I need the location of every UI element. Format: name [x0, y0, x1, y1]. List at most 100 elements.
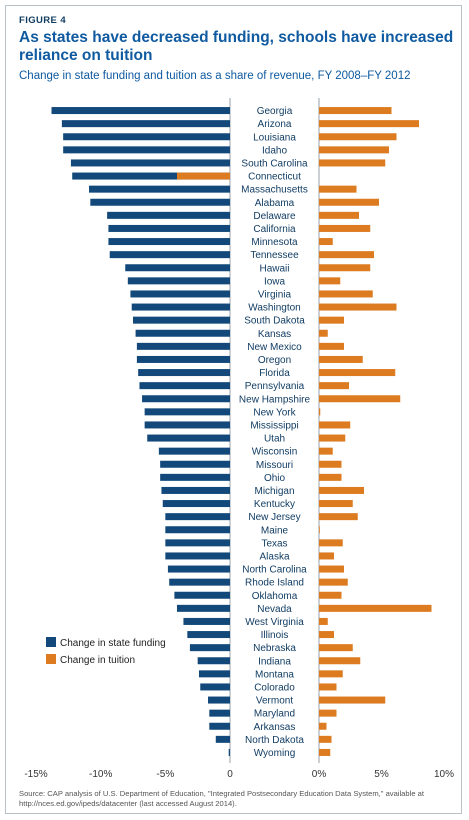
x-tick-label: 10% [434, 769, 454, 780]
tuition-bar [319, 421, 351, 429]
tuition-bar [319, 329, 328, 337]
state-funding-bar [198, 670, 230, 678]
tuition-bar [319, 604, 432, 612]
state-label: Arkansas [254, 722, 296, 733]
x-tick-label: 0% [312, 769, 327, 780]
state-label: Wisconsin [252, 447, 298, 458]
tuition-bar [319, 591, 342, 599]
state-label: Alabama [255, 198, 295, 209]
tuition-bar [319, 316, 344, 324]
state-funding-bar [147, 434, 230, 442]
state-label: Vermont [256, 696, 293, 707]
tuition-bar [319, 631, 334, 639]
state-funding-bar [135, 329, 230, 337]
x-tick-label: -5% [156, 769, 174, 780]
state-label: Hawaii [259, 263, 289, 274]
state-funding-bar [72, 172, 230, 180]
tuition-bar [319, 617, 328, 625]
x-tick-label: 0 [227, 769, 233, 780]
state-label: New Jersey [248, 512, 300, 523]
tuition-bar [319, 657, 361, 665]
state-funding-bar [142, 395, 230, 403]
state-funding-bar [125, 264, 230, 272]
bar-chart: Georgia Arizona Louisiana Idaho South Caroli… [24, 98, 454, 780]
state-funding-bar [169, 578, 230, 586]
state-label: Minnesota [251, 237, 298, 248]
state-funding-bar [107, 211, 230, 219]
state-funding-bar [108, 238, 230, 246]
state-label: Maine [261, 525, 289, 536]
state-funding-bar [161, 486, 230, 494]
state-label: South Carolina [241, 158, 308, 169]
tuition-bar [319, 709, 337, 717]
legend-swatch [46, 637, 56, 647]
state-label: Connecticut [248, 172, 301, 183]
tuition-bar [319, 447, 333, 455]
state-label: Maryland [254, 709, 295, 720]
state-label: Iowa [264, 276, 286, 287]
state-funding-bar [183, 617, 230, 625]
source-note: Source: CAP analysis of U.S. Department … [19, 789, 424, 808]
chart-area: Georgia Arizona Louisiana Idaho South Caroli… [19, 94, 462, 782]
state-label: Utah [264, 434, 285, 445]
state-funding-bar [228, 748, 230, 756]
state-funding-bar [160, 473, 230, 481]
tuition-bar [319, 238, 333, 246]
tuition-bar [319, 133, 397, 141]
tuition-bar [319, 722, 327, 730]
state-label: Texas [261, 538, 287, 549]
state-label: Mississippi [250, 420, 298, 431]
state-label: Louisiana [253, 132, 296, 143]
tuition-bar [319, 434, 346, 442]
state-funding-bar [127, 277, 230, 285]
state-label: Michigan [254, 486, 294, 497]
state-funding-bar [208, 696, 230, 704]
state-label: South Dakota [244, 316, 305, 327]
tuition-bar [319, 670, 343, 678]
x-tick-label: 5% [374, 769, 389, 780]
state-funding-bar [136, 342, 230, 350]
state-funding-bar [162, 500, 230, 508]
figure-label: FIGURE 4 [19, 15, 67, 26]
state-funding-bar [108, 224, 230, 232]
state-funding-bar [133, 316, 230, 324]
state-funding-bar [160, 460, 230, 468]
tuition-bar [319, 565, 344, 573]
state-label: Kentucky [254, 499, 295, 510]
state-funding-bar [63, 133, 230, 141]
tuition-bar [319, 120, 419, 128]
tuition-bar [319, 486, 364, 494]
figure-panel: FIGURE 4 As states have decreased fundin… [5, 5, 462, 814]
legend-label: Change in state funding [60, 638, 166, 649]
state-label: Oregon [258, 355, 291, 366]
tuition-bar [319, 408, 321, 416]
state-funding-bar [165, 552, 230, 560]
state-label: Washington [248, 303, 300, 314]
x-tick-label: -10% [89, 769, 112, 780]
state-label: Georgia [257, 106, 293, 117]
state-funding-bar [215, 735, 230, 743]
state-label: New Hampshire [239, 394, 311, 405]
state-label: New Mexico [247, 342, 302, 353]
tuition-bar [319, 198, 379, 206]
state-label: Idaho [262, 145, 287, 156]
chart-subtitle: Change in state funding and tuition as a… [19, 70, 411, 82]
state-funding-bar [165, 539, 230, 547]
state-label: California [253, 224, 296, 235]
state-label: Indiana [258, 656, 291, 667]
tuition-bar [319, 185, 357, 193]
state-funding-bar [63, 146, 230, 154]
state-label: Tennessee [250, 250, 299, 261]
state-label: Delaware [253, 211, 296, 222]
tuition-bar [319, 735, 332, 743]
state-label: Massachusetts [241, 185, 308, 196]
tuition-bar [319, 251, 374, 259]
tuition-bar [319, 264, 371, 272]
tuition-bar [319, 748, 331, 756]
tuition-bar [319, 696, 386, 704]
state-label: Pennsylvania [245, 381, 305, 392]
tuition-bar [319, 526, 320, 534]
tuition-bar [319, 277, 341, 285]
state-funding-bar [130, 290, 230, 298]
state-label: Oklahoma [252, 591, 298, 602]
